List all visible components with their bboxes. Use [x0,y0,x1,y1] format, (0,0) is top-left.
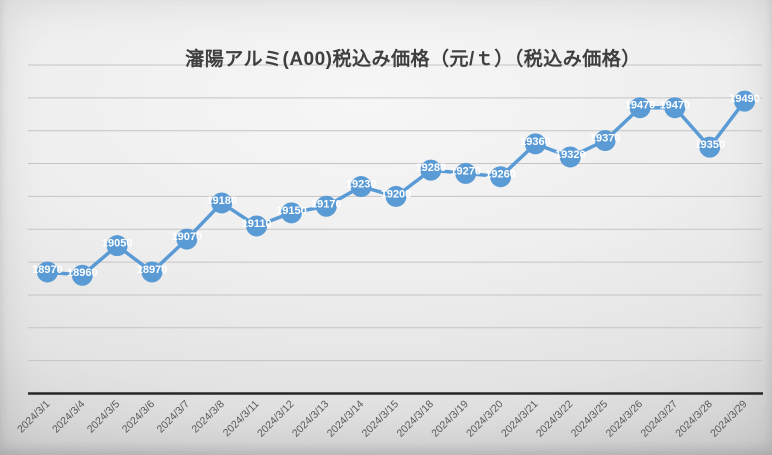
x-axis-tick-label: 2024/3/21 [499,398,541,440]
data-label: 19490 [729,93,760,105]
data-label: 18970 [137,264,168,276]
data-label: 18970 [32,264,63,276]
data-label: 19360 [520,136,551,148]
x-axis-tick-label: 2024/3/22 [534,398,576,440]
data-point-marker [211,192,233,214]
x-axis-tick-label: 2024/3/29 [708,398,750,440]
data-point-marker [141,261,163,283]
data-label: 19150 [276,205,307,217]
chart-title: 瀋陽アルミ(A00)税込み価格（元/ｔ）（税込み価格） [185,49,641,70]
data-label: 19180 [206,195,237,207]
x-axis-tick-label: 2024/3/4 [50,398,87,435]
x-axis-tick-label: 2024/3/15 [360,398,402,440]
data-label: 19050 [102,238,133,250]
data-point-marker [629,97,651,119]
data-point-marker [594,130,616,152]
x-axis-tick-label: 2024/3/5 [85,398,122,435]
data-point-marker [524,133,546,155]
data-point-marker [315,195,337,217]
data-point-marker [559,146,581,168]
data-point-marker [36,261,58,283]
data-point-marker [664,97,686,119]
data-point-marker [246,215,268,237]
data-label: 19320 [555,149,586,161]
data-point-marker [734,90,756,112]
x-axis-tick-label: 2024/3/19 [429,398,471,440]
x-axis-tick-label: 2024/3/6 [120,398,157,435]
data-label: 19230 [346,179,377,191]
data-label: 19070 [172,231,203,243]
x-axis-tick-label: 2024/3/14 [325,398,367,440]
data-label: 19260 [485,169,516,181]
data-label: 19110 [242,218,272,230]
data-label: 19350 [694,139,725,151]
data-label: 19200 [381,188,412,200]
x-axis-tick-label: 2024/3/28 [673,398,715,440]
x-axis-tick-label: 2024/3/13 [290,398,332,440]
data-point-marker [490,166,512,188]
data-point-marker [455,162,477,184]
x-axis-tick-label: 2024/3/20 [464,398,506,440]
x-axis-tick-label: 2024/3/26 [604,398,646,440]
x-axis-tick-label: 2024/3/27 [638,398,680,440]
data-label: 19270 [450,165,481,177]
data-point-marker [350,176,372,198]
x-axis-tick-label: 2024/3/12 [255,398,297,440]
x-axis-tick-label: 2024/3/1 [15,398,52,435]
data-label: 19370 [590,133,621,145]
data-label: 18960 [67,267,98,279]
data-label: 19470 [625,100,656,112]
data-point-marker [106,235,128,257]
data-point-marker [71,264,93,286]
x-axis-tick-label: 2024/3/18 [394,398,436,440]
data-label: 19170 [311,198,342,210]
data-point-marker [699,136,721,158]
data-label: 19470 [660,100,691,112]
x-axis-tick-label: 2024/3/25 [569,398,611,440]
data-label: 19280 [416,162,447,174]
x-axis-tick-label: 2024/3/7 [155,398,192,435]
data-point-marker [280,202,302,224]
data-point-marker [385,185,407,207]
data-point-marker [176,228,198,250]
data-point-marker [420,159,442,181]
